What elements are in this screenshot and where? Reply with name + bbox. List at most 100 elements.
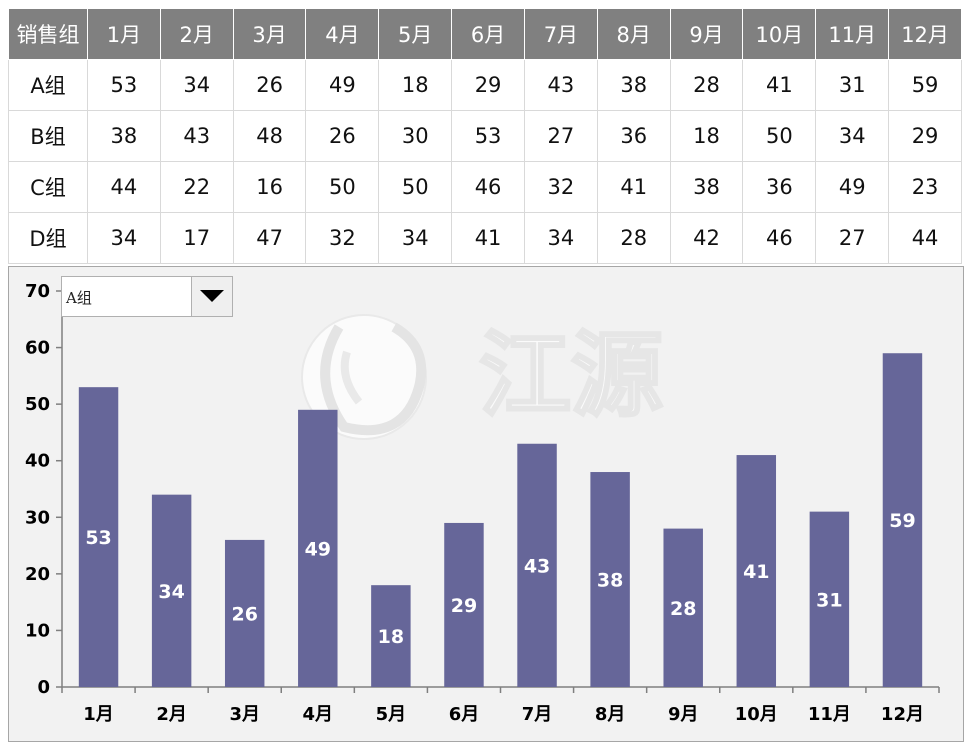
table-cell: 42 xyxy=(669,212,744,264)
table-cell: 27 xyxy=(815,212,890,264)
table-cell: 16 xyxy=(232,161,307,213)
header-sales-group: 销售组 xyxy=(8,8,88,60)
table-cell: 49 xyxy=(815,161,890,213)
x-tick-label: 1月 xyxy=(83,704,114,725)
table-cell: 49 xyxy=(305,59,380,111)
table-cell: 36 xyxy=(596,110,671,162)
chart-panel: 江源 0 10 20 30 40 50 60 70 1月 2月 3月 4月 5月 6月 7月 8月 9月 10月 1… xyxy=(8,266,964,742)
table-cell: 47 xyxy=(232,212,307,264)
table-cell: 32 xyxy=(305,212,380,264)
header-month: 6月 xyxy=(451,8,525,60)
y-tick-label: 60 xyxy=(25,338,50,359)
table-cell: 38 xyxy=(87,110,161,162)
y-tick-label: 50 xyxy=(25,394,50,415)
row-group-name: B组 xyxy=(8,110,88,162)
row-group-name: D组 xyxy=(8,212,88,264)
bar xyxy=(882,353,923,687)
x-tick-label: 5月 xyxy=(376,704,407,725)
table-cell: 28 xyxy=(669,59,744,111)
bar xyxy=(590,472,630,687)
table-cell: 53 xyxy=(87,59,161,111)
table-cell: 41 xyxy=(742,59,817,111)
chart-axes: 0 10 20 30 40 50 60 70 1月 2月 3月 4月 5月 6月 7月 8月 9月 10月 11月 1… xyxy=(25,281,940,725)
chart-bars xyxy=(78,353,923,687)
table-cell: 31 xyxy=(815,59,890,111)
table-cell: 50 xyxy=(378,161,453,213)
header-month: 11月 xyxy=(815,8,890,60)
bar-data-label: 26 xyxy=(231,603,257,625)
table-cell: 34 xyxy=(87,212,161,264)
row-group-name: A组 xyxy=(8,59,88,111)
table-cell: 41 xyxy=(451,212,525,264)
watermark-text: 江源 xyxy=(479,322,663,429)
watermark-logo-icon xyxy=(301,314,427,440)
table-cell: 29 xyxy=(451,59,525,111)
table-cell: 28 xyxy=(596,212,671,264)
header-month: 2月 xyxy=(159,8,234,60)
x-tick-label: 10月 xyxy=(735,704,778,725)
table-cell: 27 xyxy=(523,110,598,162)
dropdown-arrow-icon xyxy=(200,290,224,302)
table-header-row: 销售组 1月 2月 3月 4月 5月 6月 7月 8月 9月 10月 11月 12月 xyxy=(8,8,962,60)
table-cell: 34 xyxy=(378,212,453,264)
table-cell: 29 xyxy=(888,110,962,162)
x-tick-label: 8月 xyxy=(595,704,626,725)
x-tick-label: 12月 xyxy=(881,704,924,725)
x-tick-label: 7月 xyxy=(522,704,553,725)
x-tick-label: 4月 xyxy=(303,704,334,725)
table-cell: 23 xyxy=(888,161,962,213)
bar xyxy=(151,494,192,687)
table-row: C组 44 22 16 50 50 46 32 41 38 36 49 23 xyxy=(8,161,962,213)
group-select-dropdown[interactable]: A组 xyxy=(61,276,233,317)
bar-data-label: 18 xyxy=(378,626,404,648)
table-cell: 30 xyxy=(378,110,453,162)
table-cell: 50 xyxy=(742,110,817,162)
table-cell: 34 xyxy=(159,59,234,111)
bar-data-label: 49 xyxy=(305,538,331,560)
table-cell: 43 xyxy=(159,110,234,162)
header-month: 8月 xyxy=(596,8,671,60)
watermark: 江源 xyxy=(301,314,665,440)
bar xyxy=(371,585,411,687)
sales-data-table: 销售组 1月 2月 3月 4月 5月 6月 7月 8月 9月 10月 11月 12月 A组 53 34 26 4… xyxy=(8,8,962,264)
header-month: 12月 xyxy=(888,8,962,60)
header-month: 1月 xyxy=(87,8,161,60)
bar-data-label: 53 xyxy=(85,527,111,549)
x-tick-label: 2月 xyxy=(156,704,187,725)
table-cell: 26 xyxy=(305,110,380,162)
bar-data-label: 43 xyxy=(524,555,550,577)
table-cell: 46 xyxy=(451,161,525,213)
row-group-name: C组 xyxy=(8,161,88,213)
table-cell: 22 xyxy=(159,161,234,213)
bar xyxy=(298,409,338,687)
bar-data-label: 29 xyxy=(451,595,477,617)
table-cell: 18 xyxy=(378,59,453,111)
header-month: 3月 xyxy=(232,8,307,60)
y-tick-label: 40 xyxy=(25,451,50,472)
table-cell: 34 xyxy=(523,212,598,264)
y-tick-label: 0 xyxy=(37,677,50,698)
dropdown-button[interactable] xyxy=(191,277,232,316)
table-cell: 59 xyxy=(888,59,962,111)
table-cell: 41 xyxy=(596,161,671,213)
header-month: 9月 xyxy=(669,8,744,60)
header-month: 7月 xyxy=(523,8,598,60)
table-cell: 46 xyxy=(742,212,817,264)
bar xyxy=(444,522,484,687)
bar-data-label: 28 xyxy=(670,598,696,620)
table-cell: 32 xyxy=(523,161,598,213)
header-month: 10月 xyxy=(742,8,817,60)
table-cell: 48 xyxy=(232,110,307,162)
bar-data-label: 41 xyxy=(743,561,769,583)
header-month: 4月 xyxy=(305,8,380,60)
x-tick-label: 6月 xyxy=(449,704,480,725)
table-cell: 38 xyxy=(669,161,744,213)
bar-data-label: 34 xyxy=(158,581,184,603)
bar xyxy=(78,387,119,687)
bar xyxy=(809,511,850,687)
bar-data-label: 38 xyxy=(597,570,623,592)
table-cell: 36 xyxy=(742,161,817,213)
y-tick-label: 30 xyxy=(25,507,50,528)
table-cell: 18 xyxy=(669,110,744,162)
table-cell: 44 xyxy=(888,212,962,264)
